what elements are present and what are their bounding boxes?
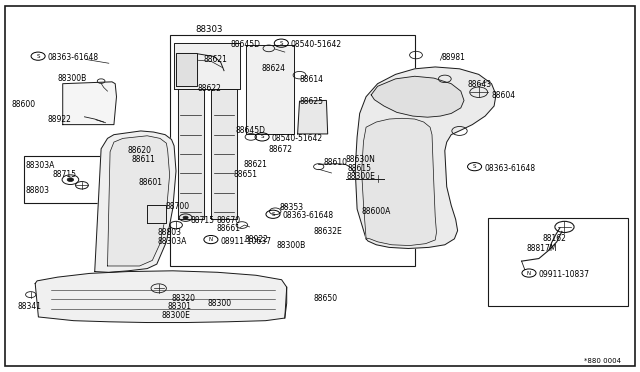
Text: 88600: 88600 [12,100,36,109]
Polygon shape [147,205,166,223]
Text: 88621: 88621 [204,55,227,64]
Polygon shape [178,89,204,219]
Polygon shape [35,271,287,323]
Text: 88661: 88661 [216,224,241,233]
Text: 88670: 88670 [216,216,241,225]
Text: 88303A: 88303A [157,237,187,246]
Text: 88981: 88981 [442,53,465,62]
Polygon shape [211,89,237,219]
Text: 88620: 88620 [128,146,152,155]
Text: 88622: 88622 [197,84,221,93]
Text: 88610: 88610 [324,158,348,167]
Text: 08363-61648: 08363-61648 [484,164,535,173]
Text: 88300E: 88300E [161,311,190,320]
Text: 09911-10837: 09911-10837 [539,270,589,279]
Text: 88715: 88715 [191,216,215,225]
Text: 08911-10637: 08911-10637 [221,237,271,246]
Text: N: N [209,237,213,242]
Text: 88300B: 88300B [58,74,87,83]
Bar [170,35,415,266]
Bar [488,218,628,306]
Text: 88922: 88922 [48,115,72,124]
Text: S: S [260,134,264,140]
Text: S: S [280,41,283,46]
Circle shape [183,216,188,219]
Polygon shape [362,118,436,246]
Text: 88300E: 88300E [347,172,376,181]
Text: 88614: 88614 [300,76,324,84]
Text: 88625: 88625 [300,97,324,106]
Text: 88600A: 88600A [362,207,391,216]
Polygon shape [246,45,294,134]
Text: 08540-51642: 08540-51642 [291,40,342,49]
Polygon shape [298,100,328,134]
Text: 88817M: 88817M [526,244,557,253]
Text: 88645D: 88645D [230,40,260,49]
Text: 88803: 88803 [157,228,182,237]
Text: 88922: 88922 [244,235,268,244]
Bar [24,156,112,203]
Polygon shape [108,136,170,266]
Text: S: S [271,212,275,217]
Text: 88621: 88621 [243,160,267,169]
Text: 88715: 88715 [52,170,77,179]
Text: 88645D: 88645D [236,126,266,135]
Text: 08363-61648: 08363-61648 [48,53,99,62]
Text: 08363-61648: 08363-61648 [283,211,333,220]
Text: 88624: 88624 [261,64,285,73]
Text: 88604: 88604 [492,92,516,100]
Text: 88353: 88353 [279,203,303,212]
Polygon shape [174,43,240,89]
Text: 88672: 88672 [269,145,293,154]
Text: 88611: 88611 [132,155,156,164]
Text: 88650: 88650 [314,294,338,303]
Text: 88615: 88615 [348,164,372,173]
Polygon shape [355,67,496,248]
Text: 88341: 88341 [18,302,42,311]
Text: 88320: 88320 [172,294,196,303]
Text: 88303: 88303 [195,25,223,34]
Text: 88803: 88803 [26,186,50,195]
Text: 88300: 88300 [208,299,232,308]
Text: 88700: 88700 [165,202,189,211]
Polygon shape [371,76,464,117]
Polygon shape [95,131,176,272]
Text: 88601: 88601 [138,178,163,187]
Text: *880 0004: *880 0004 [584,358,621,364]
Polygon shape [176,53,197,86]
Text: S: S [36,54,40,59]
Text: 88630N: 88630N [346,155,376,164]
Text: 88301: 88301 [168,302,192,311]
Text: 08540-51642: 08540-51642 [272,134,323,143]
Text: S: S [473,164,476,169]
Polygon shape [63,82,116,125]
Text: N: N [527,270,531,276]
Text: 88162: 88162 [543,234,566,243]
Text: 88303A: 88303A [26,161,55,170]
Text: 88651: 88651 [234,170,258,179]
Text: 88643: 88643 [467,80,492,89]
Circle shape [67,178,74,182]
Text: 88632E: 88632E [314,227,342,236]
Text: 88300B: 88300B [276,241,306,250]
